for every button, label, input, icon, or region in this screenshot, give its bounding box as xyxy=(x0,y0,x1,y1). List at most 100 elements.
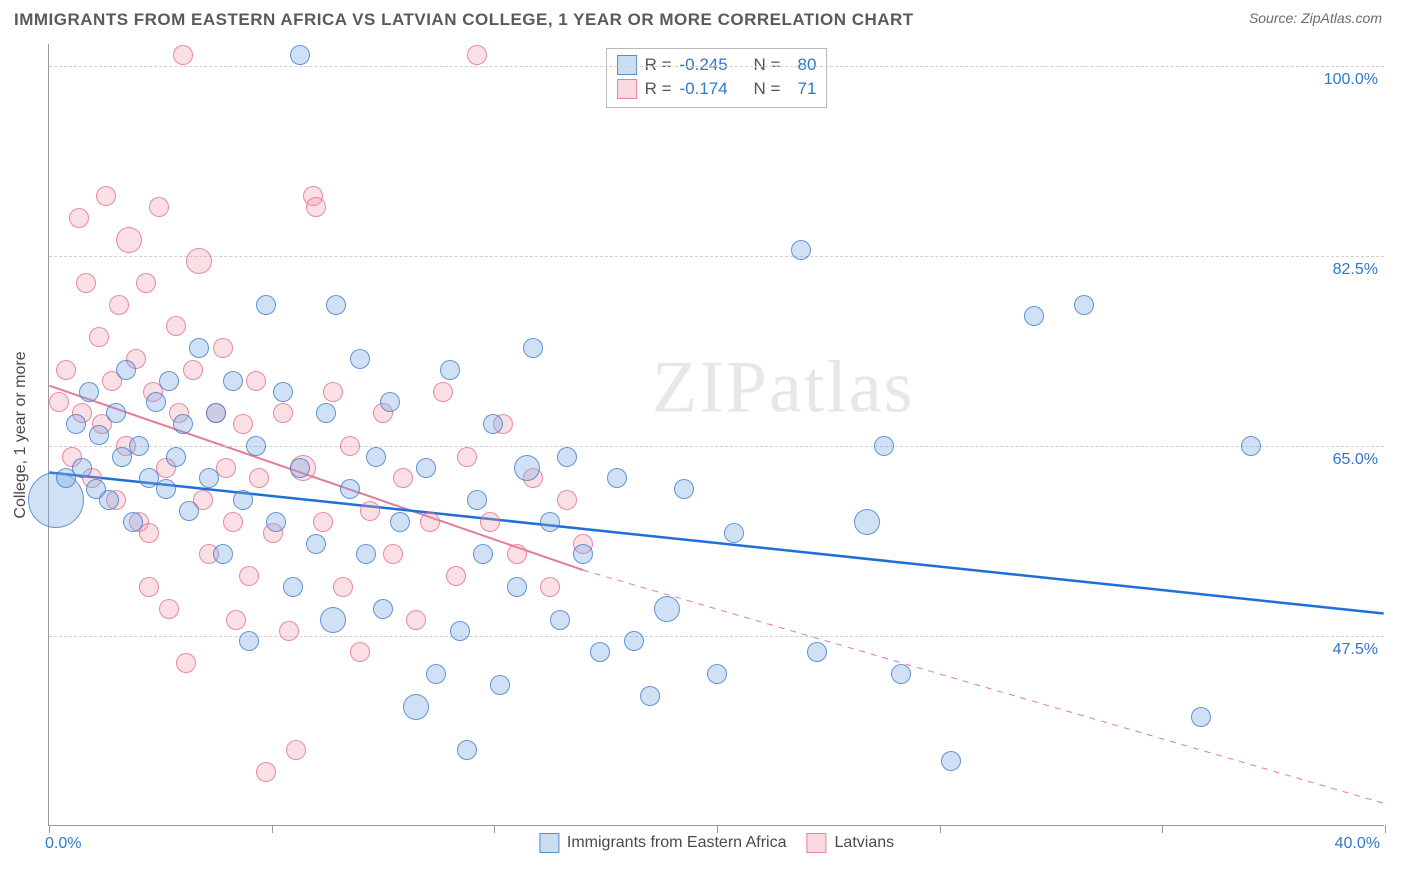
point-pink xyxy=(169,403,189,423)
point-blue xyxy=(891,664,911,684)
point-blue xyxy=(807,642,827,662)
point-blue xyxy=(507,577,527,597)
watermark-bold: ZIP xyxy=(652,346,769,428)
point-pink xyxy=(186,248,212,274)
legend-label-blue: Immigrants from Eastern Africa xyxy=(567,834,787,852)
point-blue xyxy=(206,403,226,423)
point-pink xyxy=(183,360,203,380)
n-label: N = xyxy=(754,77,781,101)
point-blue xyxy=(320,607,346,633)
point-pink xyxy=(333,577,353,597)
point-pink xyxy=(540,577,560,597)
point-pink xyxy=(159,599,179,619)
point-pink xyxy=(136,273,156,293)
point-blue xyxy=(66,414,86,434)
r-value-pink: -0.174 xyxy=(680,77,740,101)
point-blue xyxy=(156,479,176,499)
source: Source: ZipAtlas.com xyxy=(1249,10,1382,26)
point-pink xyxy=(139,523,159,543)
point-blue xyxy=(573,544,593,564)
point-pink xyxy=(573,534,593,554)
point-pink xyxy=(286,740,306,760)
point-pink xyxy=(129,512,149,532)
point-blue xyxy=(467,490,487,510)
point-pink xyxy=(92,414,112,434)
point-blue xyxy=(483,414,503,434)
point-blue xyxy=(173,414,193,434)
gridline xyxy=(49,256,1384,257)
point-pink xyxy=(393,468,413,488)
point-blue xyxy=(654,596,680,622)
point-blue xyxy=(416,458,436,478)
point-blue xyxy=(306,534,326,554)
point-blue xyxy=(1074,295,1094,315)
point-pink xyxy=(143,382,163,402)
stat-row-pink: R = -0.174 N = 71 xyxy=(617,77,817,101)
point-pink xyxy=(213,338,233,358)
point-blue xyxy=(640,686,660,706)
title-bar: IMMIGRANTS FROM EASTERN AFRICA VS LATVIA… xyxy=(0,0,1406,36)
x-tick xyxy=(1162,825,1163,833)
point-pink xyxy=(233,414,253,434)
x-tick xyxy=(272,825,273,833)
point-blue xyxy=(213,544,233,564)
source-label: Source: xyxy=(1249,10,1301,26)
x-max-label: 40.0% xyxy=(1335,835,1380,853)
point-blue xyxy=(72,458,92,478)
point-pink xyxy=(303,186,323,206)
x-min-label: 0.0% xyxy=(45,835,81,853)
point-pink xyxy=(323,382,343,402)
point-pink xyxy=(62,447,82,467)
point-blue xyxy=(457,740,477,760)
legend-item-pink: Latvians xyxy=(807,833,895,853)
point-blue xyxy=(89,425,109,445)
point-blue xyxy=(557,447,577,467)
x-tick xyxy=(494,825,495,833)
point-pink xyxy=(96,186,116,206)
y-tick-label: 47.5% xyxy=(1333,641,1378,659)
point-blue xyxy=(199,468,219,488)
point-blue xyxy=(283,577,303,597)
point-blue xyxy=(112,447,132,467)
point-pink xyxy=(557,490,577,510)
watermark: ZIPatlas xyxy=(652,345,915,430)
point-pink xyxy=(446,566,466,586)
point-blue xyxy=(490,675,510,695)
point-pink xyxy=(149,197,169,217)
point-pink xyxy=(373,403,393,423)
point-blue xyxy=(1024,306,1044,326)
point-pink xyxy=(216,458,236,478)
point-pink xyxy=(49,392,69,412)
y-tick-label: 65.0% xyxy=(1333,451,1378,469)
point-pink xyxy=(246,371,266,391)
point-pink xyxy=(76,273,96,293)
point-blue xyxy=(366,447,386,467)
point-pink xyxy=(273,403,293,423)
point-blue xyxy=(403,694,429,720)
point-pink xyxy=(69,208,89,228)
point-blue xyxy=(223,371,243,391)
point-blue xyxy=(123,512,143,532)
legend-label-pink: Latvians xyxy=(835,834,895,852)
point-blue xyxy=(373,599,393,619)
point-blue xyxy=(266,512,286,532)
point-blue xyxy=(941,751,961,771)
point-blue xyxy=(139,468,159,488)
point-pink xyxy=(279,621,299,641)
point-blue xyxy=(239,631,259,651)
point-blue xyxy=(550,610,570,630)
point-blue xyxy=(350,349,370,369)
point-blue xyxy=(99,490,119,510)
point-blue xyxy=(326,295,346,315)
point-pink xyxy=(116,227,142,253)
point-pink xyxy=(420,512,440,532)
point-pink xyxy=(226,610,246,630)
point-pink xyxy=(139,577,159,597)
swatch-blue-icon xyxy=(539,833,559,853)
point-blue xyxy=(256,295,276,315)
point-pink xyxy=(313,512,333,532)
legend-item-blue: Immigrants from Eastern Africa xyxy=(539,833,787,853)
point-pink xyxy=(350,642,370,662)
x-tick xyxy=(717,825,718,833)
x-tick xyxy=(49,825,50,833)
